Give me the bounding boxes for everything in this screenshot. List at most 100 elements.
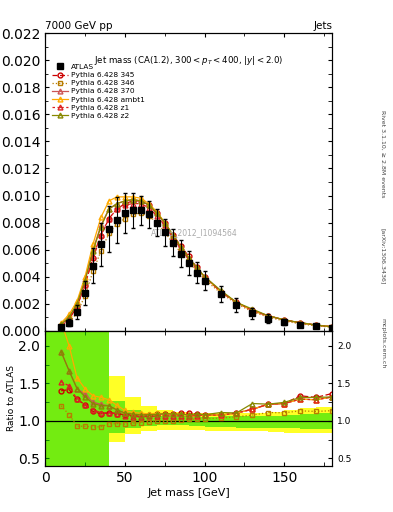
Pythia 6.428 ambt1 xyxy=(67,311,72,317)
Line: Pythia 6.428 z2: Pythia 6.428 z2 xyxy=(59,197,334,329)
Pythia 6.428 345 xyxy=(59,323,64,329)
Pythia 6.428 z1 xyxy=(91,253,95,260)
Text: [arXiv:1306.3436]: [arXiv:1306.3436] xyxy=(381,228,386,284)
Pythia 6.428 370 xyxy=(234,299,239,305)
Pythia 6.428 ambt1 xyxy=(178,244,183,250)
Pythia 6.428 z1 xyxy=(218,288,223,294)
Pythia 6.428 346 xyxy=(170,240,175,246)
Pythia 6.428 370 xyxy=(123,198,127,204)
Pythia 6.428 345 xyxy=(91,254,95,261)
Pythia 6.428 z2 xyxy=(298,319,303,326)
Pythia 6.428 z2 xyxy=(282,317,286,323)
Pythia 6.428 z2 xyxy=(202,273,207,280)
Pythia 6.428 346 xyxy=(154,220,159,226)
Pythia 6.428 345 xyxy=(115,206,119,212)
Pythia 6.428 ambt1 xyxy=(234,299,239,305)
Pythia 6.428 z2 xyxy=(234,299,239,305)
Pythia 6.428 346 xyxy=(147,212,151,219)
Pythia 6.428 ambt1 xyxy=(123,194,127,200)
Pythia 6.428 z2 xyxy=(266,313,271,319)
Pythia 6.428 z1 xyxy=(75,303,79,309)
Pythia 6.428 ambt1 xyxy=(83,273,87,280)
Pythia 6.428 346 xyxy=(107,230,111,237)
Pythia 6.428 346 xyxy=(218,290,223,296)
Pythia 6.428 346 xyxy=(186,259,191,265)
Pythia 6.428 ambt1 xyxy=(99,214,103,220)
Pythia 6.428 z1 xyxy=(147,205,151,211)
Pythia 6.428 345 xyxy=(75,303,79,309)
Pythia 6.428 345 xyxy=(138,198,143,204)
Pythia 6.428 345 xyxy=(147,202,151,208)
Pythia 6.428 z2 xyxy=(115,201,119,207)
Pythia 6.428 345 xyxy=(330,324,334,330)
Line: Pythia 6.428 z1: Pythia 6.428 z1 xyxy=(59,201,334,329)
Pythia 6.428 z1 xyxy=(194,265,199,271)
Pythia 6.428 345 xyxy=(186,253,191,260)
Line: Pythia 6.428 370: Pythia 6.428 370 xyxy=(59,197,334,329)
Pythia 6.428 ambt1 xyxy=(130,194,135,200)
Pythia 6.428 370 xyxy=(298,320,303,326)
Pythia 6.428 346 xyxy=(266,314,271,321)
Pythia 6.428 z1 xyxy=(282,317,286,323)
Pythia 6.428 ambt1 xyxy=(330,324,334,330)
Pythia 6.428 ambt1 xyxy=(298,320,303,326)
Pythia 6.428 ambt1 xyxy=(170,231,175,238)
Pythia 6.428 370 xyxy=(250,307,255,313)
Pythia 6.428 370 xyxy=(91,247,95,253)
Pythia 6.428 345 xyxy=(178,243,183,249)
Pythia 6.428 370 xyxy=(99,222,103,228)
Pythia 6.428 z1 xyxy=(298,320,303,326)
Pythia 6.428 ambt1 xyxy=(59,320,64,326)
Pythia 6.428 z2 xyxy=(170,231,175,238)
Pythia 6.428 345 xyxy=(234,299,239,305)
Pythia 6.428 z2 xyxy=(186,254,191,261)
Pythia 6.428 z1 xyxy=(123,202,127,208)
Pythia 6.428 370 xyxy=(314,322,318,328)
Pythia 6.428 370 xyxy=(218,288,223,294)
Pythia 6.428 345 xyxy=(130,198,135,204)
Pythia 6.428 ambt1 xyxy=(154,209,159,215)
Pythia 6.428 346 xyxy=(298,321,303,327)
Pythia 6.428 370 xyxy=(330,324,334,330)
Pythia 6.428 346 xyxy=(91,268,95,274)
Pythia 6.428 z1 xyxy=(154,212,159,219)
Pythia 6.428 z2 xyxy=(138,198,143,204)
Pythia 6.428 370 xyxy=(170,233,175,239)
Pythia 6.428 370 xyxy=(202,273,207,280)
Pythia 6.428 z1 xyxy=(107,216,111,222)
Pythia 6.428 346 xyxy=(130,211,135,218)
Pythia 6.428 345 xyxy=(99,233,103,239)
Line: Pythia 6.428 ambt1: Pythia 6.428 ambt1 xyxy=(59,195,334,329)
Pythia 6.428 346 xyxy=(330,324,334,330)
Pythia 6.428 346 xyxy=(123,216,127,222)
Pythia 6.428 z2 xyxy=(194,264,199,270)
Pythia 6.428 ambt1 xyxy=(194,265,199,271)
Pythia 6.428 ambt1 xyxy=(147,201,151,207)
Pythia 6.428 ambt1 xyxy=(282,317,286,323)
Pythia 6.428 346 xyxy=(178,249,183,255)
Pythia 6.428 z2 xyxy=(91,248,95,254)
Text: Jets: Jets xyxy=(313,20,332,31)
Pythia 6.428 370 xyxy=(162,221,167,227)
Pythia 6.428 345 xyxy=(162,220,167,226)
Line: Pythia 6.428 346: Pythia 6.428 346 xyxy=(59,210,334,330)
Pythia 6.428 346 xyxy=(250,309,255,315)
Pythia 6.428 370 xyxy=(75,301,79,307)
X-axis label: Jet mass [GeV]: Jet mass [GeV] xyxy=(147,487,230,498)
Pythia 6.428 345 xyxy=(107,216,111,222)
Pythia 6.428 345 xyxy=(298,319,303,326)
Pythia 6.428 345 xyxy=(250,307,255,313)
Pythia 6.428 346 xyxy=(314,323,318,329)
Pythia 6.428 370 xyxy=(154,210,159,216)
Pythia 6.428 z1 xyxy=(115,206,119,212)
Pythia 6.428 z1 xyxy=(314,322,318,328)
Pythia 6.428 ambt1 xyxy=(91,241,95,247)
Text: ATLAS_2012_I1094564: ATLAS_2012_I1094564 xyxy=(151,228,238,237)
Pythia 6.428 ambt1 xyxy=(266,313,271,319)
Pythia 6.428 345 xyxy=(266,313,271,319)
Pythia 6.428 346 xyxy=(67,319,72,325)
Pythia 6.428 z2 xyxy=(178,244,183,250)
Pythia 6.428 z2 xyxy=(147,202,151,208)
Pythia 6.428 z2 xyxy=(123,198,127,204)
Y-axis label: Ratio to ATLAS: Ratio to ATLAS xyxy=(7,366,16,431)
